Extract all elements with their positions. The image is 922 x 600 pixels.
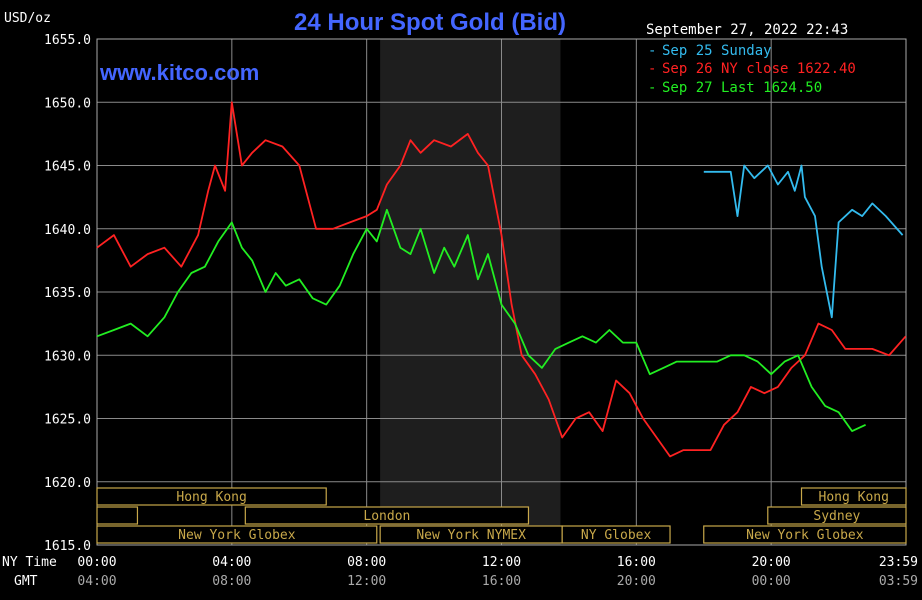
y-tick-label: 1630.0 [44, 349, 91, 364]
plot-frame [96, 38, 907, 546]
x-tick-label-ny: 08:00 [347, 555, 386, 570]
x-tick-label-gmt: 20:00 [617, 574, 656, 589]
session-box [561, 525, 671, 544]
session-label: Hong Kong [176, 490, 246, 505]
legend-sep26: Sep 26 NY close 1622.40 [662, 61, 856, 77]
legend-sep27: Sep 27 Last 1624.50 [662, 80, 822, 96]
y-axis-unit: USD/oz [4, 11, 51, 26]
chart-title: 24 Hour Spot Gold (Bid) [294, 9, 566, 36]
x-tick-label-gmt: 12:00 [347, 574, 386, 589]
session-label: New York NYMEX [416, 528, 526, 543]
legend-dash-sep26: - [648, 61, 656, 77]
x-tick-label-gmt: 16:00 [482, 574, 521, 589]
x-tick-label-gmt: 00:00 [752, 574, 791, 589]
x-axis-label-ny: NY Time [2, 555, 57, 570]
y-axis-ticks: 1655.0 1650.0 1645.0 1640.0 1635.0 1630.0 1625… [44, 33, 91, 554]
y-tick-label: 1640.0 [44, 223, 91, 238]
market-sessions: Hong Kong Hong Kong London Sydney New York G… [96, 487, 907, 544]
x-tick-label-ny: 20:00 [752, 555, 791, 570]
x-axis-ticks: 00:00 04:00 08:00 12:00 16:00 20:00 23:59 04:00… [77, 555, 918, 589]
session-box [96, 506, 139, 525]
series-line-sep26 [96, 101, 907, 458]
session-box [96, 525, 378, 544]
x-tick-label-gmt: 04:00 [77, 574, 116, 589]
legend-dash-sep27: - [648, 80, 656, 96]
y-tick-label: 1625.0 [44, 413, 91, 428]
watermark-text: www.kitco.com [99, 60, 259, 85]
series-line-sep25 [703, 164, 904, 319]
series-line-sep27 [96, 208, 866, 433]
session-label: New York Globex [746, 528, 864, 543]
y-tick-label: 1615.0 [44, 539, 91, 554]
session-label: New York Globex [178, 528, 296, 543]
x-tick-label-ny: 23:59 [879, 555, 918, 570]
session-label: NY Globex [581, 528, 652, 543]
y-tick-label: 1655.0 [44, 33, 91, 48]
x-tick-label-gmt: 03:59 [879, 574, 918, 589]
session-label: Hong Kong [819, 490, 889, 505]
chart-timestamp: September 27, 2022 22:43 [646, 22, 848, 38]
session-label: London [363, 509, 410, 524]
session-box [800, 487, 907, 506]
y-tick-label: 1650.0 [44, 96, 91, 111]
y-tick-label: 1645.0 [44, 160, 91, 175]
x-axis-label-gmt: GMT [14, 574, 38, 589]
x-tick-label-ny: 16:00 [617, 555, 656, 570]
session-label: Sydney [813, 509, 860, 524]
legend-sep25: Sep 25 Sunday [662, 43, 772, 59]
price-series [96, 101, 907, 458]
y-tick-label: 1635.0 [44, 286, 91, 301]
legend: - Sep 25 Sunday - Sep 26 NY close 1622.4… [648, 43, 856, 96]
session-box [703, 525, 907, 544]
legend-dash-sep25: - [648, 43, 656, 59]
y-tick-label: 1620.0 [44, 476, 91, 491]
x-tick-label-gmt: 08:00 [212, 574, 251, 589]
x-tick-label-ny: 00:00 [77, 555, 116, 570]
session-box [767, 506, 907, 525]
grid [96, 38, 907, 546]
session-box [244, 506, 530, 525]
x-tick-label-ny: 04:00 [212, 555, 251, 570]
session-box [96, 487, 327, 506]
x-tick-label-ny: 12:00 [482, 555, 521, 570]
